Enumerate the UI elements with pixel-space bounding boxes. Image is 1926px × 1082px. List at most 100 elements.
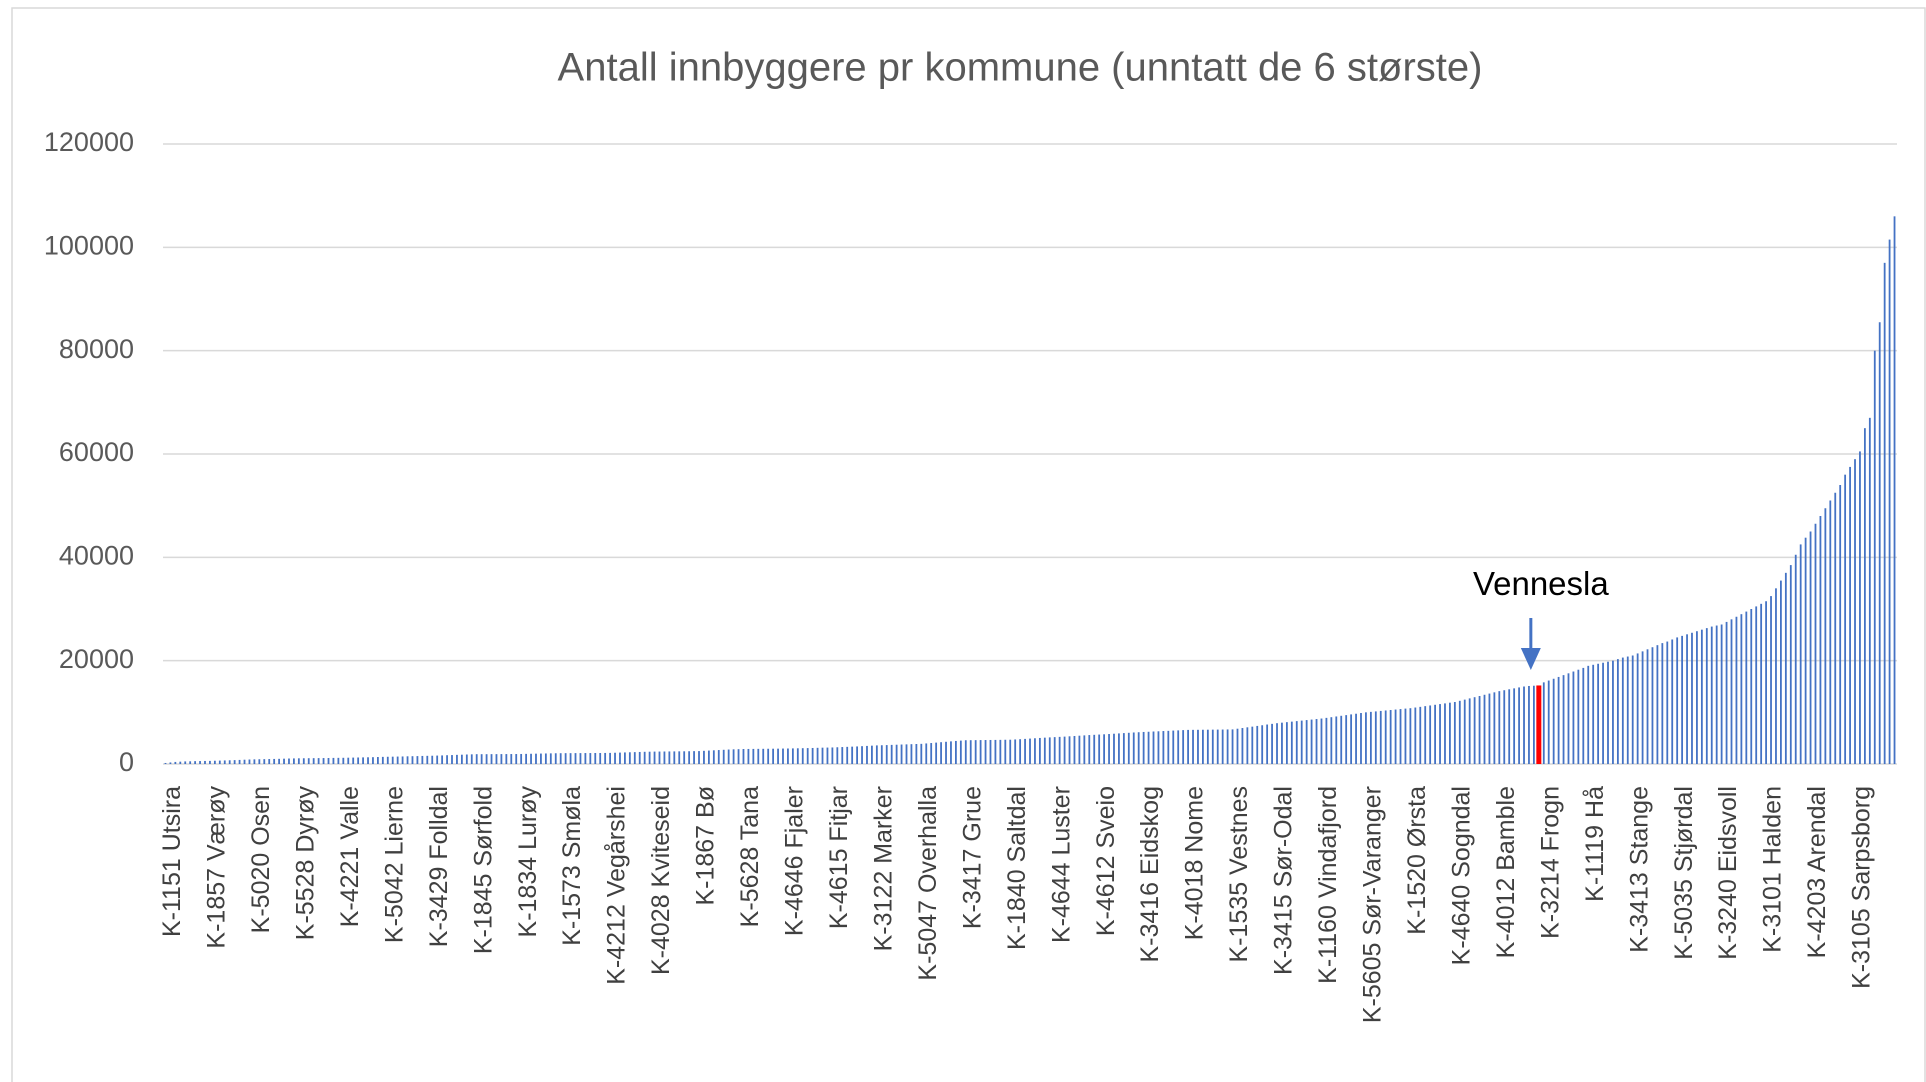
bar (1424, 706, 1427, 764)
bar (935, 742, 938, 764)
bar (787, 748, 789, 764)
bar (1542, 682, 1545, 764)
bar (1078, 735, 1081, 764)
bar (1320, 718, 1323, 764)
bar (1088, 735, 1091, 764)
bar (1058, 736, 1061, 764)
bar (179, 761, 182, 764)
bar (1641, 651, 1644, 764)
x-tick-label: K-5020 Osen (247, 786, 275, 933)
bar (964, 740, 967, 764)
bar (510, 754, 513, 764)
bar (757, 748, 760, 764)
bar (673, 751, 676, 764)
bar (1152, 731, 1155, 764)
x-tick-label: K-3105 Sarpsborg (1848, 786, 1876, 989)
bar (1345, 715, 1348, 764)
bar (1700, 629, 1703, 764)
bar (1127, 732, 1130, 764)
bar (875, 745, 878, 764)
x-tick-label: K-4644 Luster (1047, 786, 1075, 943)
bar (283, 758, 285, 764)
bar (268, 759, 271, 764)
bar (441, 755, 444, 764)
bar (1305, 720, 1308, 764)
bar (752, 748, 755, 764)
bar (1873, 350, 1876, 764)
x-tick-label: K-5528 Dyrøy (291, 786, 319, 941)
bar (386, 756, 389, 764)
bar (1686, 634, 1688, 764)
bar (772, 748, 775, 764)
bar (1276, 723, 1278, 764)
bar (994, 739, 997, 764)
bar (1325, 717, 1328, 764)
bar (1350, 714, 1353, 764)
bar (1132, 732, 1135, 764)
bar (1226, 729, 1229, 764)
bar (218, 760, 221, 764)
bar (1478, 696, 1481, 764)
bar (1765, 601, 1767, 764)
bar (1829, 500, 1832, 764)
bar (1651, 647, 1654, 764)
chart-title: Antall innbyggere pr kommune (unntatt de… (558, 46, 1483, 90)
bar (861, 746, 863, 764)
bar (1681, 635, 1684, 764)
bar (273, 758, 276, 764)
bar (1122, 733, 1125, 764)
bar (1883, 262, 1886, 764)
bar (1365, 712, 1367, 764)
bar (668, 751, 671, 764)
bar (712, 750, 715, 764)
bar (1552, 678, 1555, 764)
x-tick-label: K-4018 Nome (1181, 786, 1209, 940)
bar (451, 755, 453, 764)
bar (1068, 736, 1071, 764)
bar (693, 751, 695, 764)
bar (1024, 738, 1026, 764)
x-tick-label: K-1845 Sørfold (469, 786, 497, 954)
bar (1093, 734, 1096, 764)
x-tick-label: K-4221 Valle (336, 786, 364, 927)
x-tick-label: K-5628 Tana (736, 786, 764, 927)
bar (174, 761, 177, 764)
bar (856, 746, 858, 764)
y-tick-label: 120000 (44, 127, 134, 157)
bar (253, 759, 256, 764)
x-tick-label: K-4028 Kviteseid (647, 786, 675, 975)
bar (401, 756, 404, 764)
bar (460, 754, 463, 764)
bar (1157, 731, 1160, 764)
x-tick-label: K-1867 Bø (692, 786, 720, 906)
bar (831, 747, 834, 764)
bar (974, 740, 977, 764)
bar (643, 751, 646, 764)
bar (243, 759, 246, 764)
bar (1557, 676, 1560, 764)
x-tick-label: K-1857 Værøy (203, 786, 231, 949)
bar (169, 762, 172, 764)
bar (959, 740, 962, 764)
annotation-arrowhead (1520, 648, 1541, 670)
bar (1859, 451, 1861, 764)
bar (1335, 716, 1338, 764)
bar (1360, 713, 1362, 764)
bar (1710, 626, 1713, 764)
bar (495, 754, 498, 764)
bar (688, 751, 691, 764)
bar (352, 757, 355, 764)
bar (1394, 709, 1397, 764)
bar (530, 753, 532, 764)
x-tick-label: K-1535 Vestnes (1225, 786, 1253, 963)
bar (1735, 616, 1738, 764)
bar (233, 760, 236, 764)
bar (1004, 739, 1007, 764)
bar (1503, 690, 1506, 764)
bar (979, 740, 982, 764)
bar (1009, 739, 1012, 764)
bar (1384, 710, 1387, 764)
bar (1784, 572, 1787, 764)
x-tick-label: K-1151 Utsira (158, 786, 186, 937)
bar (362, 757, 364, 764)
